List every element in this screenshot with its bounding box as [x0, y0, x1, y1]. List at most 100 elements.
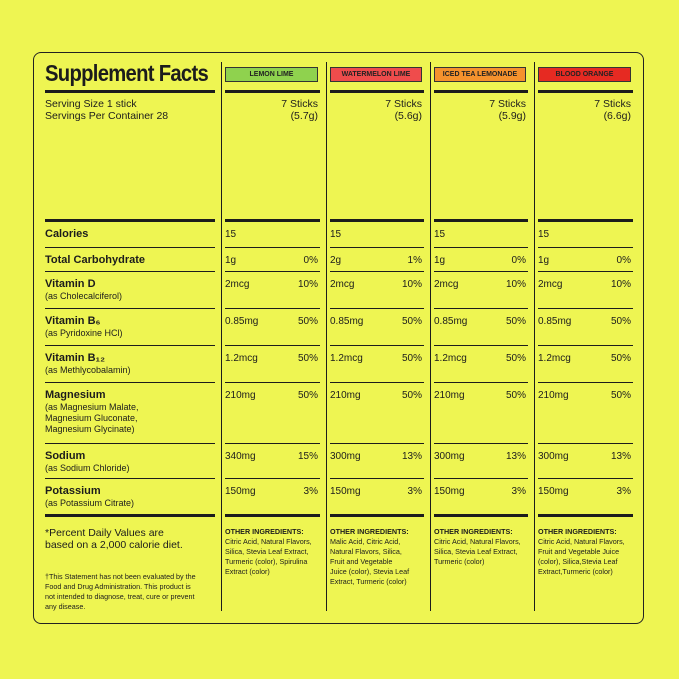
rule	[330, 478, 424, 479]
daily-value: 1%	[407, 255, 422, 266]
stick-count: 7 Sticks	[281, 98, 318, 110]
ingredients: Extract, Turmeric (color)	[330, 577, 407, 586]
rule	[538, 514, 633, 517]
stick-weight: (5.9g)	[498, 110, 526, 122]
rule	[434, 219, 528, 222]
rule	[434, 308, 528, 309]
rule	[434, 345, 528, 346]
amount: 300mg	[330, 451, 361, 462]
rule	[225, 219, 320, 222]
amount: 2g	[330, 255, 342, 266]
amount: 340mg	[225, 451, 256, 462]
rule	[225, 478, 320, 479]
flavor-badge: BLOOD ORANGE	[538, 67, 631, 82]
divider	[326, 62, 327, 611]
ingredients: Turmeric (color), Spirulina	[225, 557, 308, 566]
ingredients: Citric Acid, Natural Flavors,	[225, 537, 312, 546]
nutrient-name: Vitamin B₁₂	[45, 352, 105, 364]
rule	[330, 247, 424, 248]
rule	[330, 308, 424, 309]
nutrient-name: Calories	[45, 228, 89, 240]
rule	[45, 478, 215, 479]
daily-value: 50%	[610, 390, 631, 401]
nutrient-name: Total Carbohydrate	[45, 254, 146, 266]
amount: 0.85mg	[538, 316, 572, 327]
daily-value: 3%	[303, 486, 318, 497]
ingredients: Extract (color)	[225, 567, 270, 576]
rule	[45, 443, 215, 444]
rule	[330, 514, 424, 517]
nutrient-source: (as Potassium Citrate)	[45, 498, 135, 508]
disclaimer: any disease.	[45, 602, 86, 611]
stick-weight: (5.6g)	[394, 110, 422, 122]
rule	[538, 219, 633, 222]
rule	[330, 382, 424, 383]
footnote: *Percent Daily Values are	[45, 527, 164, 539]
nutrient-source: (as Pyridoxine HCl)	[45, 328, 123, 338]
rule	[330, 271, 424, 272]
amount: 210mg	[538, 390, 569, 401]
daily-value: 3%	[511, 486, 526, 497]
amount: 1g	[225, 255, 237, 266]
daily-value: 50%	[297, 353, 318, 364]
amount: 1g	[434, 255, 446, 266]
amount: 15	[434, 229, 446, 240]
daily-value: 3%	[616, 486, 631, 497]
amount: 300mg	[538, 451, 569, 462]
daily-value: 50%	[401, 316, 422, 327]
daily-value: 10%	[610, 279, 631, 290]
rule	[225, 443, 320, 444]
disclaimer: Food and Drug Administration. This produ…	[45, 582, 191, 591]
nutrient-source: (as Cholecalciferol)	[45, 291, 123, 301]
daily-value: 50%	[610, 316, 631, 327]
daily-value: 3%	[407, 486, 422, 497]
daily-value: 10%	[401, 279, 422, 290]
ingredients: Fruit and Vegetable Juice	[538, 547, 620, 556]
amount: 1g	[538, 255, 550, 266]
rule	[45, 382, 215, 383]
rule	[45, 345, 215, 346]
daily-value: 50%	[401, 353, 422, 364]
daily-value: 13%	[505, 451, 526, 462]
flavor-badge: LEMON LIME	[225, 67, 318, 82]
nutrient-source: (as Methlycobalamin)	[45, 365, 131, 375]
disclaimer: †This Statement has not been evaluated b…	[45, 572, 196, 581]
rule	[225, 271, 320, 272]
daily-value: 50%	[610, 353, 631, 364]
rule	[434, 443, 528, 444]
daily-value: 0%	[303, 255, 318, 266]
daily-value: 15%	[297, 451, 318, 462]
nutrient-name: Potassium	[45, 485, 101, 497]
daily-value: 50%	[505, 316, 526, 327]
amount: 150mg	[225, 486, 256, 497]
stick-count: 7 Sticks	[594, 98, 631, 110]
amount: 2mcg	[434, 279, 459, 290]
ingredients-label: OTHER INGREDIENTS:	[225, 527, 304, 536]
nutrient-name: Vitamin B₆	[45, 315, 101, 327]
rule	[330, 345, 424, 346]
rule	[434, 382, 528, 383]
rule	[434, 478, 528, 479]
rule	[538, 271, 633, 272]
rule	[330, 443, 424, 444]
stick-weight: (6.6g)	[603, 110, 631, 122]
serving-info: Servings Per Container 28	[45, 110, 169, 122]
ingredients-label: OTHER INGREDIENTS:	[434, 527, 513, 536]
footnote: based on a 2,000 calorie diet.	[45, 539, 183, 551]
amount: 210mg	[434, 390, 465, 401]
ingredients: Citric Acid, Natural Flavors,	[538, 537, 625, 546]
rule	[538, 247, 633, 248]
rule	[330, 90, 424, 93]
ingredients: Citric Acid, Natural Flavors,	[434, 537, 521, 546]
rule	[434, 271, 528, 272]
nutrient-source: (as Sodium Chloride)	[45, 463, 130, 473]
ingredients: (color), Silica,Stevia Leaf	[538, 557, 618, 566]
amount: 300mg	[434, 451, 465, 462]
ingredients: Juice (color), Stevia Leaf	[330, 567, 410, 576]
nutrient-name: Magnesium	[45, 389, 106, 401]
ingredients-label: OTHER INGREDIENTS:	[538, 527, 617, 536]
nutrient-name: Vitamin D	[45, 278, 96, 290]
divider	[221, 62, 222, 611]
amount: 15	[225, 229, 237, 240]
